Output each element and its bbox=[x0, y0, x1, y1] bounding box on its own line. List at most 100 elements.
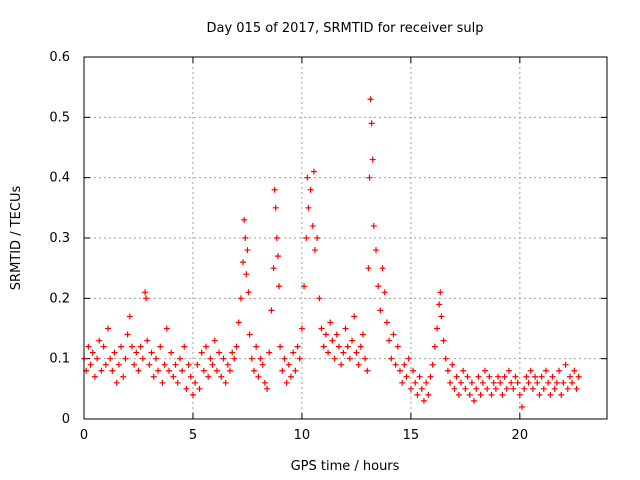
data-point bbox=[304, 174, 311, 181]
data-point bbox=[231, 355, 238, 362]
grid bbox=[84, 57, 607, 419]
data-point bbox=[540, 385, 547, 392]
data-point bbox=[189, 391, 196, 398]
data-point bbox=[250, 367, 257, 374]
data-point bbox=[375, 283, 382, 290]
data-point bbox=[243, 271, 250, 278]
data-point bbox=[475, 373, 482, 380]
data-point bbox=[549, 373, 556, 380]
data-point bbox=[109, 367, 116, 374]
data-point bbox=[399, 379, 406, 386]
data-point bbox=[255, 373, 262, 380]
data-point bbox=[418, 385, 425, 392]
x-tick-label: 10 bbox=[294, 428, 311, 443]
data-point bbox=[394, 343, 401, 350]
data-point bbox=[390, 331, 397, 338]
data-point bbox=[436, 301, 443, 308]
chart-title: Day 015 of 2017, SRMTID for receiver sul… bbox=[206, 21, 483, 36]
data-point bbox=[144, 337, 151, 344]
data-point bbox=[242, 235, 249, 241]
data-point bbox=[512, 373, 519, 380]
data-point bbox=[477, 391, 484, 398]
data-point bbox=[285, 361, 292, 368]
data-point bbox=[542, 367, 549, 374]
data-point bbox=[148, 349, 155, 356]
x-tick-label: 5 bbox=[189, 428, 197, 443]
data-point bbox=[273, 235, 280, 241]
data-point bbox=[460, 367, 467, 374]
data-point bbox=[551, 385, 558, 392]
data-point bbox=[473, 385, 480, 392]
data-point bbox=[547, 391, 554, 398]
data-point bbox=[462, 385, 469, 392]
plot-frame bbox=[83, 56, 608, 420]
data-point bbox=[288, 373, 295, 380]
data-point bbox=[527, 367, 534, 374]
data-point bbox=[364, 367, 371, 374]
data-point bbox=[403, 373, 410, 380]
data-point bbox=[320, 343, 327, 350]
data-point bbox=[135, 367, 142, 374]
data-point bbox=[573, 385, 580, 392]
data-point bbox=[388, 355, 395, 362]
data-point bbox=[115, 361, 122, 368]
data-point bbox=[484, 385, 491, 392]
data-point bbox=[157, 343, 164, 350]
data-point bbox=[545, 379, 552, 386]
data-point bbox=[137, 343, 144, 350]
data-point bbox=[429, 361, 436, 368]
data-point bbox=[529, 385, 536, 392]
data-point bbox=[338, 361, 345, 368]
data-point bbox=[346, 355, 353, 362]
data-point bbox=[538, 373, 545, 380]
data-point bbox=[383, 319, 390, 326]
data-point bbox=[420, 397, 427, 404]
data-point bbox=[368, 120, 375, 127]
data-point bbox=[118, 343, 125, 350]
data-point bbox=[492, 385, 499, 392]
data-point bbox=[564, 385, 571, 392]
data-point bbox=[94, 355, 101, 362]
data-point bbox=[325, 349, 332, 356]
data-point bbox=[488, 391, 495, 398]
data-point bbox=[264, 385, 271, 392]
data-point bbox=[309, 222, 316, 229]
data-point bbox=[357, 343, 364, 350]
data-point bbox=[98, 367, 105, 374]
data-point bbox=[414, 391, 421, 398]
data-point bbox=[381, 289, 388, 296]
data-point bbox=[283, 379, 290, 386]
y-tick-label: 0.2 bbox=[49, 291, 70, 306]
data-point bbox=[196, 385, 203, 392]
data-point bbox=[159, 379, 166, 386]
data-point bbox=[139, 355, 146, 362]
data-point bbox=[107, 355, 114, 362]
data-point bbox=[150, 373, 157, 380]
data-point bbox=[111, 349, 118, 356]
data-point bbox=[495, 373, 502, 380]
data-point bbox=[270, 265, 277, 272]
data-point bbox=[277, 343, 284, 350]
data-point bbox=[481, 367, 488, 374]
data-point bbox=[344, 343, 351, 350]
data-point bbox=[205, 373, 212, 380]
data-point bbox=[185, 361, 192, 368]
data-point bbox=[431, 343, 438, 350]
data-point bbox=[85, 343, 92, 350]
data-point bbox=[569, 379, 576, 386]
data-point bbox=[89, 349, 96, 356]
data-point bbox=[257, 355, 264, 362]
data-point bbox=[521, 385, 528, 392]
data-point bbox=[266, 349, 273, 356]
data-point bbox=[91, 373, 98, 380]
data-point bbox=[126, 313, 133, 320]
data-point bbox=[329, 337, 336, 344]
data-point bbox=[386, 337, 393, 344]
data-point bbox=[333, 331, 340, 338]
data-point bbox=[163, 325, 170, 332]
data-point bbox=[181, 343, 188, 350]
data-point bbox=[379, 265, 386, 272]
data-point bbox=[120, 373, 127, 380]
data-point bbox=[161, 361, 168, 368]
data-point bbox=[87, 361, 94, 368]
